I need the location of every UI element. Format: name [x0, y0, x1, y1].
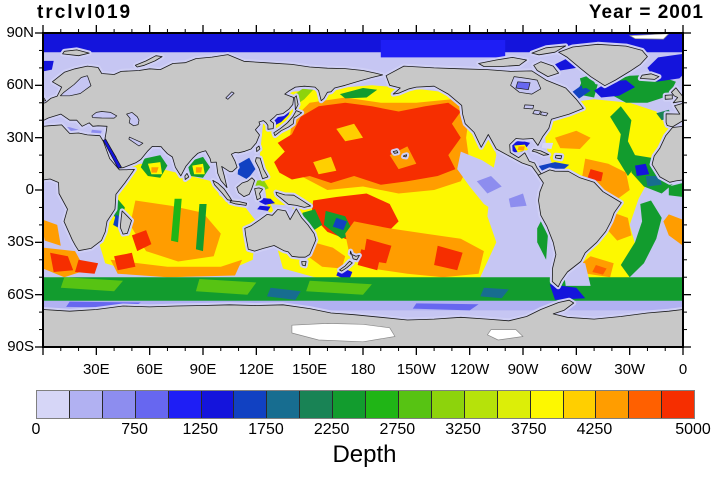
colorbar-box	[497, 391, 531, 418]
lon-tick-label: 60E	[136, 361, 163, 378]
colorbar-box	[333, 391, 367, 418]
colorbar-box	[168, 391, 202, 418]
lon-tick-label: 30E	[82, 361, 110, 378]
lon-tick-label: 0	[678, 361, 688, 378]
lon-tick-label: 180	[350, 361, 376, 378]
colorbar-box	[69, 391, 103, 418]
colorbar-box	[596, 391, 630, 418]
plot-title: trclvl019	[37, 2, 133, 23]
lake-lake-michigan-huron	[532, 109, 542, 115]
colorbar-box	[201, 391, 235, 418]
lon-tick-label: 90W	[507, 361, 539, 378]
colorbar-tick-label: 2250	[313, 421, 350, 438]
land-ireland	[664, 94, 673, 100]
colorbar-box	[267, 391, 301, 418]
world-depth-map	[43, 33, 683, 347]
lat-tick-label: 90S	[7, 338, 34, 355]
lat-tick-label: 30N	[6, 128, 34, 146]
lake-lake-superior	[523, 104, 535, 110]
colorbar-box	[530, 391, 564, 418]
colorbar-box	[629, 391, 663, 418]
ocean-depth-patch	[380, 40, 506, 58]
lat-tick-label: 30S	[7, 233, 34, 251]
lat-tick-label: 60N	[6, 76, 34, 94]
colorbar-tick-label: 2750	[379, 421, 416, 438]
lon-tick-label: 150E	[292, 361, 328, 378]
colorbar-box	[102, 391, 136, 418]
colorbar-tick-label: 3750	[510, 421, 547, 438]
colorbar-box	[300, 391, 334, 418]
colorbar-tick-label: 750	[121, 421, 148, 438]
colorbar-box	[431, 391, 465, 418]
colorbar-tick-label: 1750	[248, 421, 284, 438]
lon-tick-label: 120E	[238, 361, 274, 378]
lon-tick-label: 120W	[450, 361, 490, 378]
land-hispaniola	[555, 154, 563, 160]
ocean-depth-patch	[541, 142, 554, 149]
lon-tick-label: 30W	[614, 361, 646, 378]
colorbar-box	[37, 391, 70, 418]
lon-tick-label: 90E	[189, 361, 217, 378]
colorbar-box	[366, 391, 399, 418]
map-plot-area	[43, 33, 683, 347]
colorbar-box	[662, 391, 695, 418]
colorbar-box	[398, 391, 432, 418]
land-hawaii-2	[403, 154, 408, 158]
land-hawaii	[392, 150, 399, 154]
colorbar-box	[563, 391, 597, 418]
lon-tick-label: 60W	[560, 361, 592, 378]
land-tasmania	[301, 261, 307, 267]
lake-hudson-bay-deep	[515, 81, 531, 91]
colorbar-tick-label: 5000	[675, 421, 711, 438]
ocean-depth-patch	[195, 167, 203, 173]
year-label: Year = 2001	[588, 2, 704, 23]
colorbar-title: Depth	[332, 441, 397, 468]
lat-tick-label: 0	[25, 181, 34, 198]
colorbar-tick-label: 3250	[445, 421, 481, 438]
colorbar-tick-label: 0	[31, 421, 41, 438]
colorbar-box	[135, 391, 169, 418]
lat-tick-label: 90N	[6, 24, 34, 41]
colorbar-box	[234, 391, 268, 418]
lon-tick-label: 150W	[396, 361, 436, 378]
colorbar-box	[464, 391, 498, 418]
depth-colorbar	[36, 390, 695, 419]
colorbar-tick-label: 4250	[576, 421, 613, 438]
colorbar-tick-label: 1250	[182, 421, 219, 438]
lat-tick-label: 60S	[7, 285, 34, 303]
